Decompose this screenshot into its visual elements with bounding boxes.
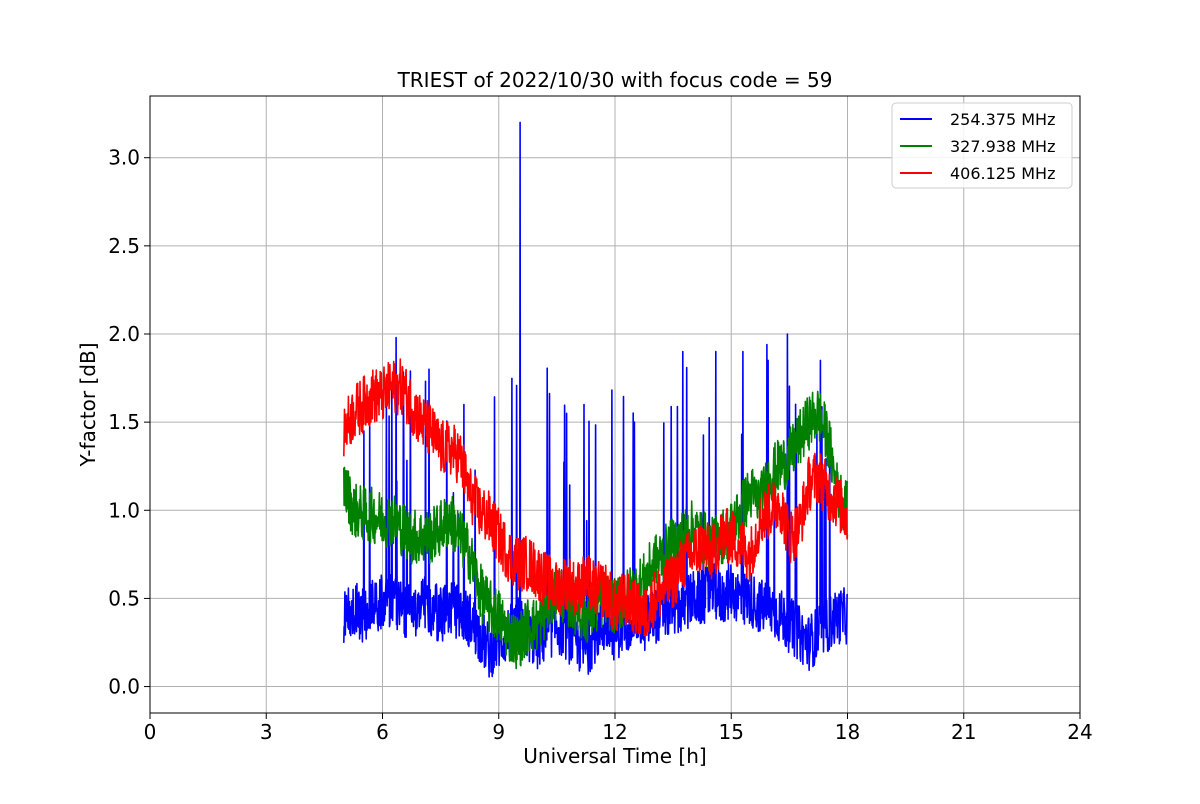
series-line-1 <box>343 121 849 678</box>
x-tick-label: 0 <box>144 720 157 744</box>
y-tick-label: 3.0 <box>108 146 140 170</box>
x-tick-label: 3 <box>260 720 273 744</box>
x-axis-ticks: 0 3 6 9 12 15 18 21 24 <box>144 713 1093 744</box>
legend: 254.375 MHz 327.938 MHz 406.125 MHz <box>891 102 1073 189</box>
legend-box <box>891 102 1073 189</box>
y-tick-label: 1.0 <box>108 498 140 522</box>
y-tick-label: 0.5 <box>108 586 140 610</box>
y-axis-ticks: 0.0 0.5 1.0 1.5 2.0 2.5 3.0 <box>108 146 150 699</box>
y-tick-label: 2.5 <box>108 234 140 258</box>
y-tick-label: 0.0 <box>108 675 140 699</box>
x-tick-label: 12 <box>602 720 627 744</box>
x-tick-label: 24 <box>1067 720 1092 744</box>
grid-lines <box>149 96 1081 713</box>
x-tick-label: 6 <box>376 720 389 744</box>
legend-label: 254.375 MHz <box>950 110 1055 129</box>
legend-label: 406.125 MHz <box>950 164 1055 183</box>
legend-label: 327.938 MHz <box>950 137 1055 156</box>
y-tick-label: 1.5 <box>108 410 140 434</box>
series-lines <box>343 121 849 678</box>
x-tick-label: 21 <box>951 720 976 744</box>
chart-title: TRIEST of 2022/10/30 with focus code = 5… <box>397 68 833 92</box>
x-tick-label: 15 <box>719 720 744 744</box>
x-tick-label: 18 <box>835 720 860 744</box>
y-axis-label: Y-factor [dB] <box>76 342 100 467</box>
x-tick-label: 9 <box>492 720 505 744</box>
series-line-3 <box>343 358 849 637</box>
x-axis-label: Universal Time [h] <box>523 744 706 768</box>
y-tick-label: 2.0 <box>108 322 140 346</box>
